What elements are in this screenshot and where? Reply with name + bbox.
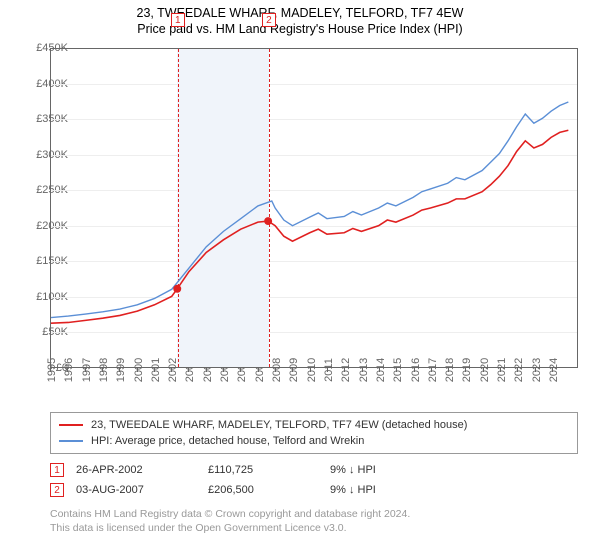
- sale-date: 03-AUG-2007: [76, 484, 196, 496]
- titles: 23, TWEEDALE WHARF, MADELEY, TELFORD, TF…: [0, 0, 600, 36]
- legend-item: 23, TWEEDALE WHARF, MADELEY, TELFORD, TF…: [59, 417, 569, 433]
- legend-label: 23, TWEEDALE WHARF, MADELEY, TELFORD, TF…: [91, 419, 467, 431]
- legend-swatch: [59, 440, 83, 442]
- footer-attribution: Contains HM Land Registry data © Crown c…: [50, 508, 578, 535]
- title-main: 23, TWEEDALE WHARF, MADELEY, TELFORD, TF…: [0, 6, 600, 20]
- plot-area: 12: [50, 48, 578, 368]
- sale-marker-box: 2: [262, 13, 276, 27]
- legend-label: HPI: Average price, detached house, Telf…: [91, 435, 364, 447]
- chart-container: 23, TWEEDALE WHARF, MADELEY, TELFORD, TF…: [0, 0, 600, 560]
- legend-swatch: [59, 424, 83, 426]
- sale-hpi-delta: 9% ↓ HPI: [330, 464, 450, 476]
- footer-line: Contains HM Land Registry data © Crown c…: [50, 508, 578, 522]
- sale-dot: [173, 285, 181, 293]
- sale-dot: [264, 217, 272, 225]
- legend: 23, TWEEDALE WHARF, MADELEY, TELFORD, TF…: [50, 412, 578, 454]
- line-plot: [51, 49, 577, 367]
- sale-number-box: 1: [50, 463, 64, 477]
- sale-number: 1: [54, 465, 60, 476]
- title-sub: Price paid vs. HM Land Registry's House …: [0, 22, 600, 36]
- legend-item: HPI: Average price, detached house, Telf…: [59, 433, 569, 449]
- series-hpi: [51, 102, 568, 318]
- sales-table: 1 26-APR-2002 £110,725 9% ↓ HPI 2 03-AUG…: [50, 460, 578, 500]
- sale-row: 1 26-APR-2002 £110,725 9% ↓ HPI: [50, 460, 578, 480]
- sale-price: £110,725: [208, 464, 318, 476]
- footer-line: This data is licensed under the Open Gov…: [50, 522, 578, 536]
- sale-price: £206,500: [208, 484, 318, 496]
- sale-hpi-delta: 9% ↓ HPI: [330, 484, 450, 496]
- sale-number-box: 2: [50, 483, 64, 497]
- sale-row: 2 03-AUG-2007 £206,500 9% ↓ HPI: [50, 480, 578, 500]
- sale-date: 26-APR-2002: [76, 464, 196, 476]
- sale-number: 2: [54, 485, 60, 496]
- series-price_paid: [51, 130, 568, 323]
- sale-marker-box: 1: [171, 13, 185, 27]
